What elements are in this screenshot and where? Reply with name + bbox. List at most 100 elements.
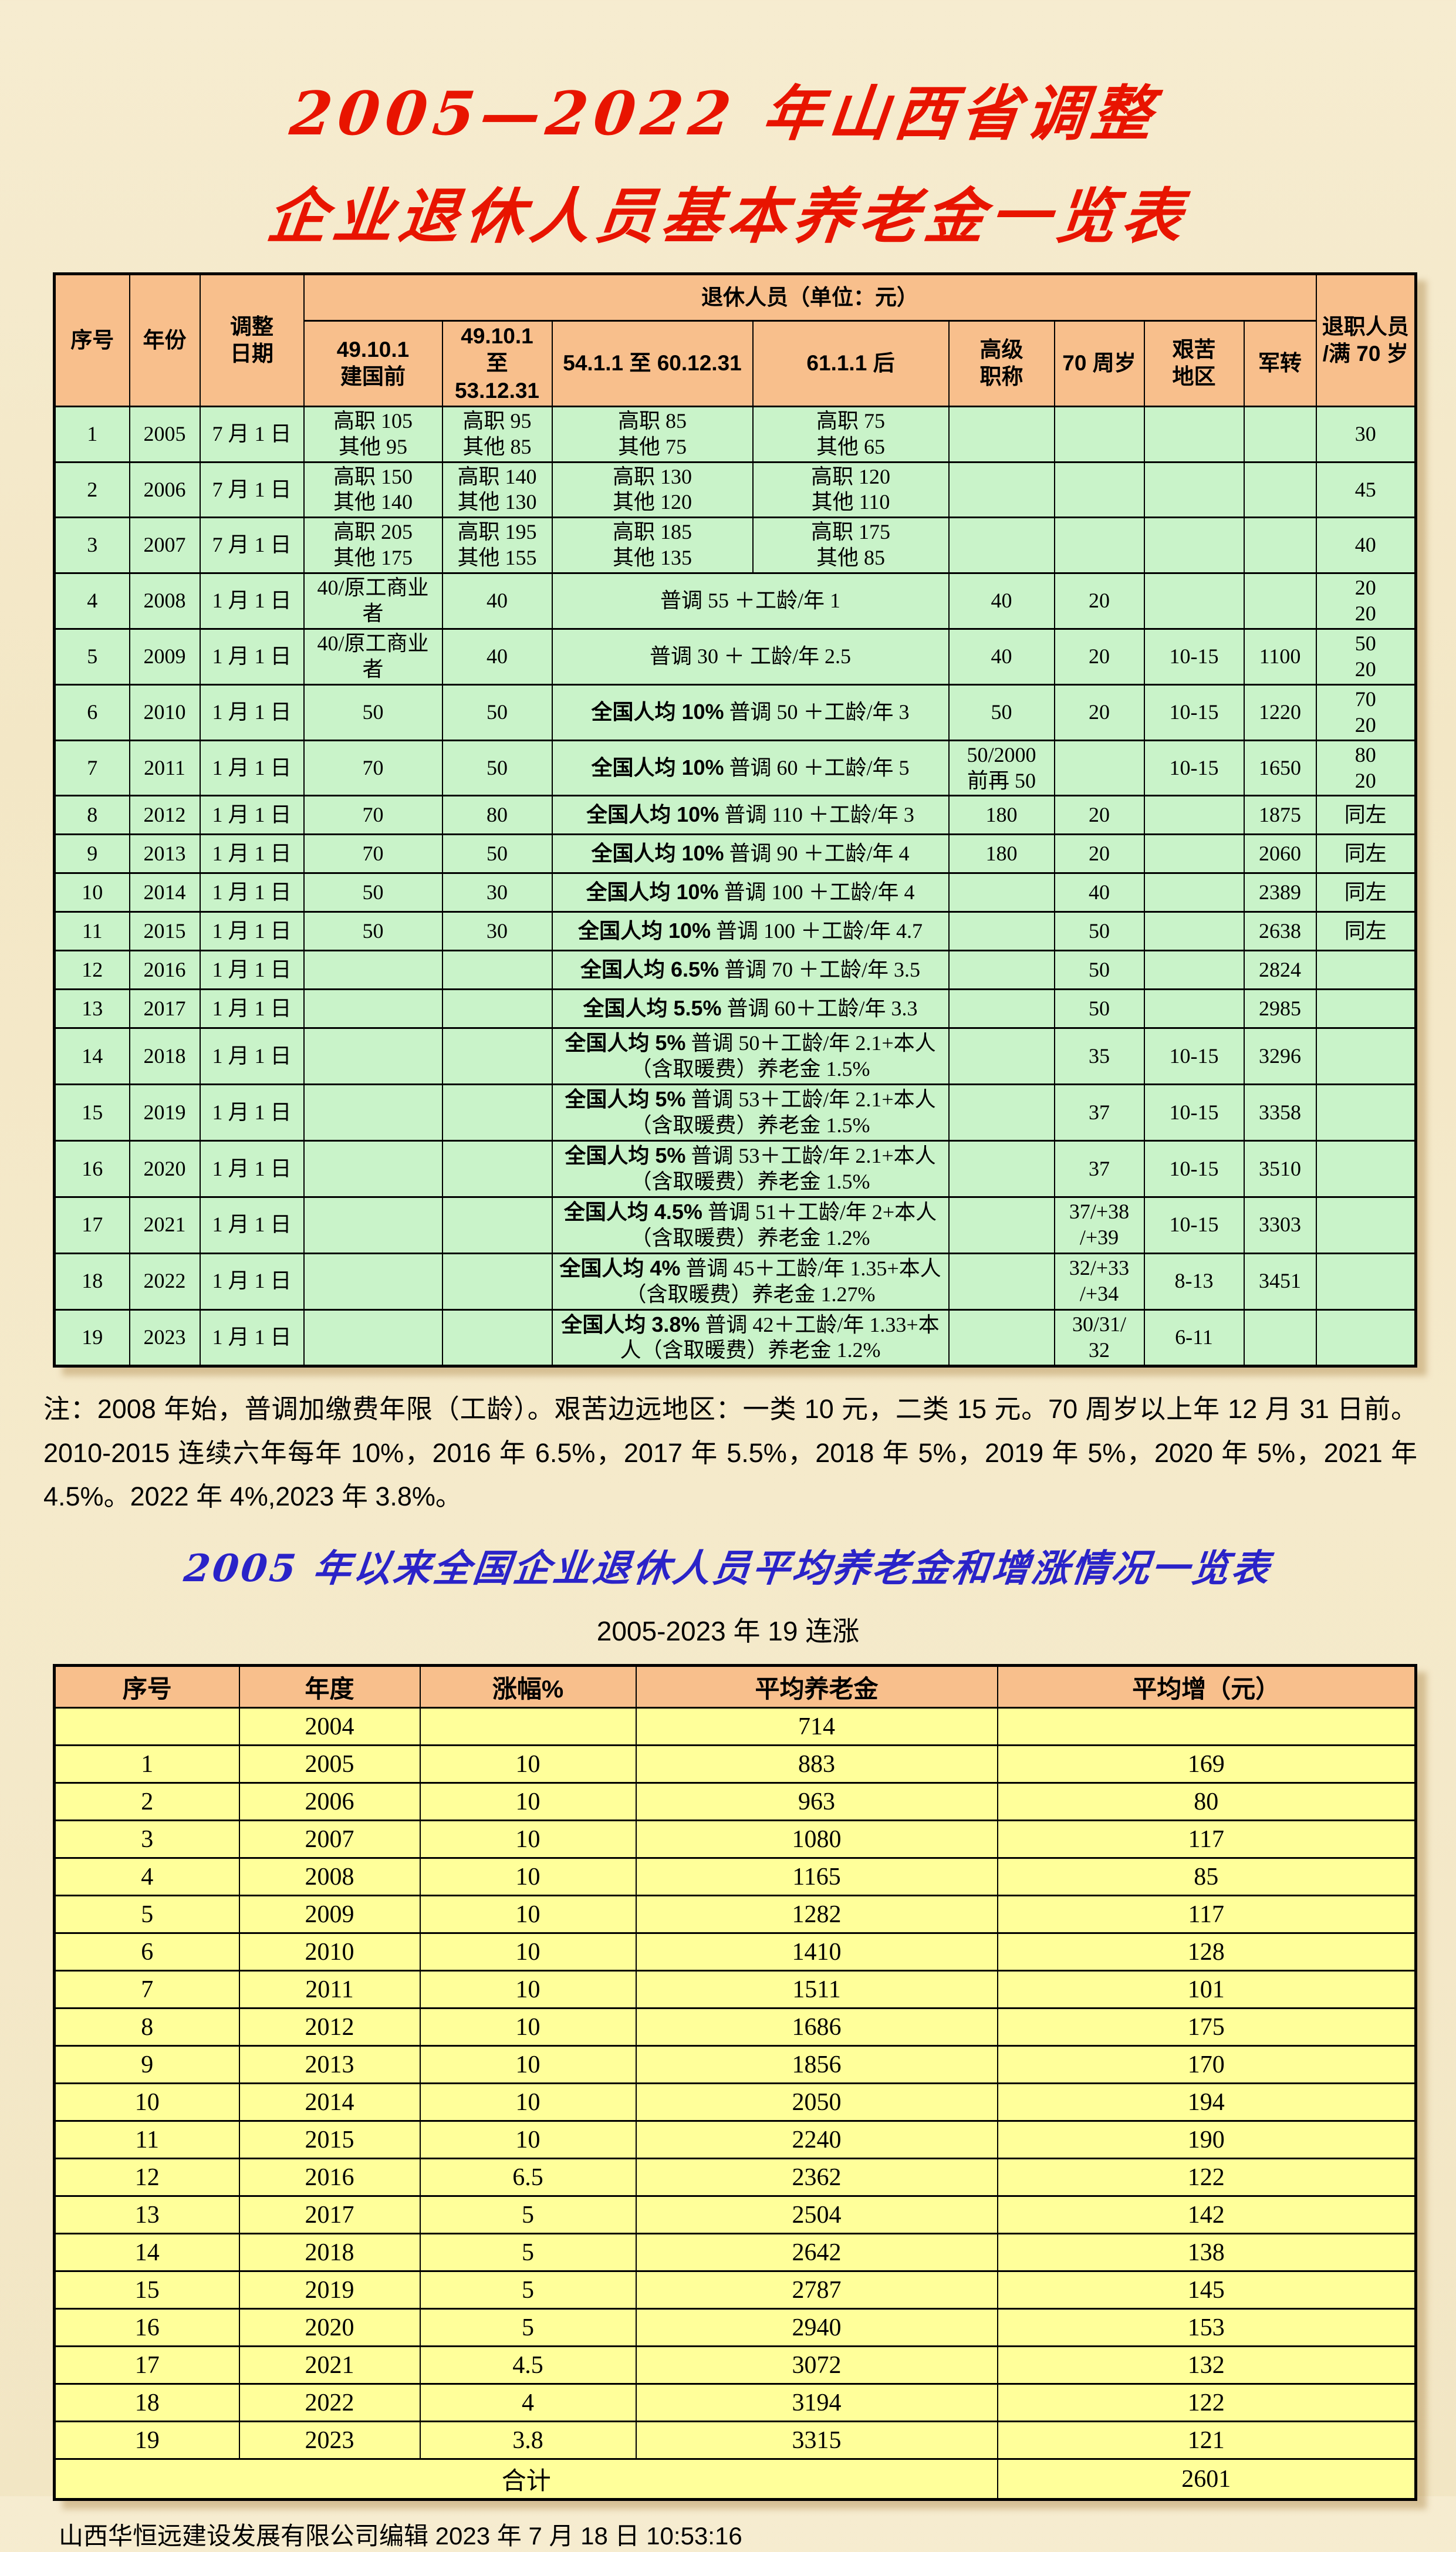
col-header-seq: 序号 (53, 273, 130, 407)
cell-year: 2010 (238, 1932, 421, 1972)
cell-value (1143, 795, 1245, 836)
cell-avg-increase: 117 (996, 1895, 1417, 1935)
cell-year: 2010 (129, 683, 201, 741)
cell-seq: 8 (53, 795, 130, 836)
table-row: 6 2010 10 1410 128 (53, 1932, 1417, 1972)
cell-value (441, 1252, 553, 1311)
table-row: 13 2017 5 2504 142 (53, 2195, 1417, 2235)
cell-value: 8-13 (1143, 1252, 1245, 1311)
cell-value (948, 1196, 1055, 1254)
cell-year: 2008 (238, 1857, 421, 1897)
cell-value: 50 (303, 872, 443, 913)
cell-year: 2009 (238, 1895, 421, 1935)
cell-date: 1 月 1 日 (199, 833, 305, 875)
table-row: 14 2018 1 月 1 日 全国人均 5% 普调 50＋工龄/年 2.1+本人（含… (53, 1027, 1417, 1086)
cell-value: 30 (441, 911, 553, 952)
cell-value: 70 (303, 795, 443, 836)
cell-avg-pension: 2940 (635, 2308, 998, 2348)
table-row: 13 2017 1 月 1 日 全国人均 5.5% 普调 60＋工龄/年 3.3 50 2… (53, 988, 1417, 1029)
cell-value: 同左 (1315, 795, 1417, 836)
cell-year: 2015 (238, 2120, 421, 2160)
editor-footer: 山西华恒远建设发展有限公司编辑 2023 年 7 月 18 日 10:53:16 (59, 2522, 742, 2550)
cell-seq: 16 (53, 2308, 240, 2348)
cell-seq: 10 (53, 872, 130, 913)
cell-seq: 14 (53, 2233, 240, 2273)
pension-adjustment-table: 序号 年份 调整 日期 退休人员（单位：元） 退职人员 /满 70 岁 49.1… (53, 272, 1417, 1368)
cell-increase-pct: 10 (419, 2007, 637, 2047)
cell-seq: 5 (53, 628, 130, 686)
cell-value: 20 (1053, 683, 1145, 741)
table-row: 9 2013 10 1856 170 (53, 2045, 1417, 2085)
cell-seq: 9 (53, 2045, 240, 2085)
cell-value: 50 (1053, 988, 1145, 1029)
cell-value: 同左 (1315, 911, 1417, 952)
cell-seq: 17 (53, 2345, 240, 2385)
cell-increase-pct: 10 (419, 2082, 637, 2122)
cell-avg-increase: 145 (996, 2270, 1417, 2310)
cell-seq: 9 (53, 833, 130, 875)
cell-avg-increase: 190 (996, 2120, 1417, 2160)
cell-value: 20 (1053, 628, 1145, 686)
cell-formula: 普调 30 ＋ 工龄/年 2.5 (551, 628, 950, 686)
col-header-resigned: 退职人员 /满 70 岁 (1315, 273, 1417, 407)
cell-avg-increase (996, 1707, 1417, 1747)
cell-seq: 2 (53, 461, 130, 519)
cell-seq: 7 (53, 739, 130, 797)
cell-formula: 全国人均 5.5% 普调 60＋工龄/年 3.3 (551, 988, 950, 1029)
table-row: 10 2014 1 月 1 日 50 30 全国人均 10% 普调 100 ＋工龄/年 4… (53, 872, 1417, 913)
cell-avg-increase: 170 (996, 2045, 1417, 2085)
cell-increase-pct: 3.8 (419, 2421, 637, 2460)
table-row: 4 2008 1 月 1 日 40/原工商业者 40 普调 55 ＋工龄/年 1 40 20 2… (53, 572, 1417, 630)
cell-year: 2007 (129, 517, 201, 575)
cell-value (948, 1140, 1055, 1198)
cell-value: 高职 150 其他 140 (303, 461, 443, 519)
cell-year: 2006 (238, 1782, 421, 1822)
cell-value: 高职 185 其他 135 (551, 517, 754, 575)
col-header-hardship-area: 艰苦 地区 (1143, 320, 1245, 407)
cell-avg-pension: 714 (635, 1707, 998, 1747)
cell-value: 40 (948, 628, 1055, 686)
cell-value: 10-15 (1143, 1196, 1245, 1254)
col-header-year: 年度 (238, 1665, 421, 1709)
cell-value (948, 911, 1055, 952)
cell-value (1315, 988, 1417, 1029)
table-row: 17 2021 4.5 3072 132 (53, 2345, 1417, 2385)
cell-formula: 全国人均 10% 普调 50 ＋工龄/年 3 (551, 683, 950, 741)
col-header-age70: 70 周岁 (1053, 320, 1145, 407)
cell-value (1315, 950, 1417, 991)
cell-year: 2013 (129, 833, 201, 875)
cell-value (441, 1083, 553, 1142)
total-value: 2601 (996, 2458, 1417, 2501)
cell-value (1143, 572, 1245, 630)
cell-value (1053, 739, 1145, 797)
cell-value (1315, 1083, 1417, 1142)
cell-avg-pension: 963 (635, 1782, 998, 1822)
cell-increase-pct: 5 (419, 2195, 637, 2235)
cell-avg-increase: 138 (996, 2233, 1417, 2273)
cell-increase-pct: 10 (419, 1820, 637, 1859)
cell-value (441, 1196, 553, 1254)
cell-value: 2638 (1243, 911, 1317, 952)
cell-value: 40/原工商业者 (303, 628, 443, 686)
cell-avg-increase: 122 (996, 2158, 1417, 2197)
cell-year: 2020 (238, 2308, 421, 2348)
cell-value: 50 (441, 833, 553, 875)
cell-value: 1650 (1243, 739, 1317, 797)
cell-value (1143, 405, 1245, 463)
cell-value: 20 (1053, 795, 1145, 836)
cell-seq: 12 (53, 950, 130, 991)
cell-value: 1100 (1243, 628, 1317, 686)
cell-seq: 15 (53, 2270, 240, 2310)
table-row: 15 2019 1 月 1 日 全国人均 5% 普调 53＋工龄/年 2.1+本人（含… (53, 1083, 1417, 1142)
cell-avg-pension: 1282 (635, 1895, 998, 1935)
cell-value: 高职 95 其他 85 (441, 405, 553, 463)
cell-value (303, 1252, 443, 1311)
cell-value: 30/31/ 32 (1053, 1308, 1145, 1368)
section2-title: 2005 年以来全国企业退休人员平均养老金和增涨情况一览表 (181, 1547, 1274, 1591)
cell-avg-pension: 2362 (635, 2158, 998, 2197)
cell-value (441, 1140, 553, 1198)
national-average-pension-table: 序号 年度 涨幅% 平均养老金 平均增（元） 2004 714 1 2005 10 883… (53, 1664, 1417, 2502)
cell-value: 20 20 (1315, 572, 1417, 630)
table-row: 1 2005 10 883 169 (53, 1744, 1417, 1784)
section2-subtitle: 2005-2023 年 19 连涨 (596, 1616, 860, 1647)
